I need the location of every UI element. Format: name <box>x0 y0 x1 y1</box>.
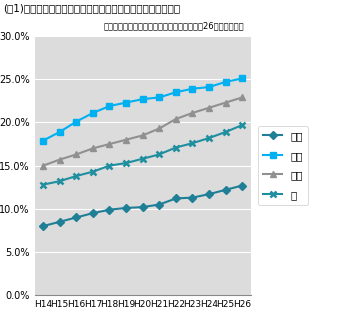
私立 <box>157 127 161 131</box>
Text: （出典：文部科学省「学校基本調査」　平成26年は速報値）: （出典：文部科学省「学校基本調査」 平成26年は速報値） <box>104 21 244 30</box>
国立 <box>240 184 244 188</box>
計 <box>157 153 161 156</box>
計 <box>223 130 228 134</box>
計 <box>124 161 128 165</box>
計 <box>74 174 78 178</box>
私立 <box>41 164 45 168</box>
Text: (図1)「大学における女性教員の割合」（本務者・講師以上）: (図1)「大学における女性教員の割合」（本務者・講師以上） <box>3 3 181 13</box>
公立 <box>41 139 45 143</box>
私立 <box>91 146 95 150</box>
計 <box>41 183 45 187</box>
国立 <box>223 188 228 192</box>
Line: 計: 計 <box>40 122 246 188</box>
公立 <box>157 95 161 99</box>
私立 <box>141 133 145 137</box>
国立 <box>108 208 112 212</box>
計 <box>190 141 195 145</box>
公立 <box>174 90 178 94</box>
公立 <box>141 97 145 101</box>
計 <box>174 146 178 150</box>
公立 <box>223 80 228 84</box>
公立 <box>207 85 211 89</box>
公立 <box>190 87 195 91</box>
計 <box>240 123 244 127</box>
私立 <box>74 153 78 156</box>
私立 <box>240 95 244 99</box>
私立 <box>207 106 211 110</box>
計 <box>207 136 211 140</box>
Line: 国立: 国立 <box>40 183 245 229</box>
Legend: 国立, 公立, 私立, 計: 国立, 公立, 私立, 計 <box>258 126 308 205</box>
私立 <box>190 111 195 115</box>
私立 <box>223 101 228 105</box>
Line: 私立: 私立 <box>40 94 245 169</box>
計 <box>58 179 62 183</box>
国立 <box>41 224 45 228</box>
私立 <box>174 117 178 121</box>
計 <box>108 164 112 168</box>
計 <box>91 170 95 174</box>
国立 <box>74 215 78 219</box>
計 <box>141 157 145 161</box>
国立 <box>124 206 128 210</box>
公立 <box>108 104 112 108</box>
国立 <box>141 205 145 209</box>
公立 <box>240 76 244 80</box>
私立 <box>124 138 128 142</box>
公立 <box>91 111 95 115</box>
国立 <box>157 202 161 207</box>
国立 <box>58 220 62 224</box>
公立 <box>74 120 78 124</box>
国立 <box>174 196 178 200</box>
公立 <box>124 101 128 105</box>
公立 <box>58 130 62 134</box>
国立 <box>190 195 195 199</box>
私立 <box>58 158 62 162</box>
私立 <box>108 142 112 146</box>
Line: 公立: 公立 <box>40 75 246 144</box>
国立 <box>91 211 95 215</box>
国立 <box>207 192 211 196</box>
